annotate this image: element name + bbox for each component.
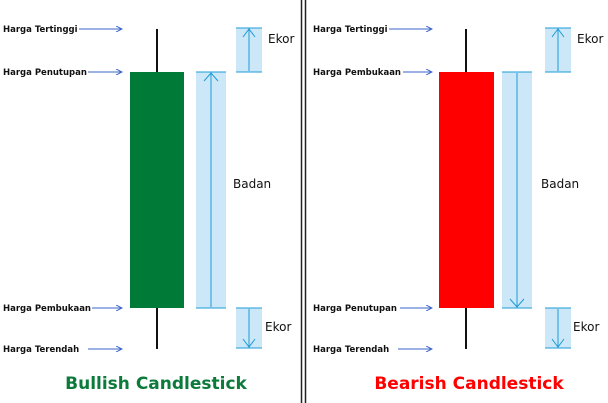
bullish-label-open: Harga Pembukaan [3,304,91,314]
bearish-upper-wick-label: Ekor [577,32,603,46]
bullish-body-label: Badan [233,177,271,191]
bearish-body-label: Badan [541,177,579,191]
bearish-label-open: Harga Pembukaan [313,68,401,78]
bullish-title: Bullish Candlestick [65,374,247,394]
bearish-label-low: Harga Terendah [313,345,389,355]
bullish-lower-wick-label: Ekor [265,320,291,334]
bearish-panel: Harga Tertinggi Harga Pembukaan Harga Pe… [313,25,603,394]
bullish-upper-wick-label: Ekor [268,32,294,46]
bullish-body [130,72,184,308]
bullish-label-low: Harga Terendah [3,345,79,355]
bullish-label-high: Harga Tertinggi [3,25,78,35]
bullish-label-close: Harga Penutupan [3,68,87,78]
bullish-panel: Harga Tertinggi Harga Penutupan Harga Pe… [3,25,294,394]
bearish-label-close: Harga Penutupan [313,304,397,314]
bearish-lower-wick-label: Ekor [573,320,599,334]
bearish-body [439,72,494,308]
bearish-title: Bearish Candlestick [374,374,564,394]
bearish-label-high: Harga Tertinggi [313,25,388,35]
